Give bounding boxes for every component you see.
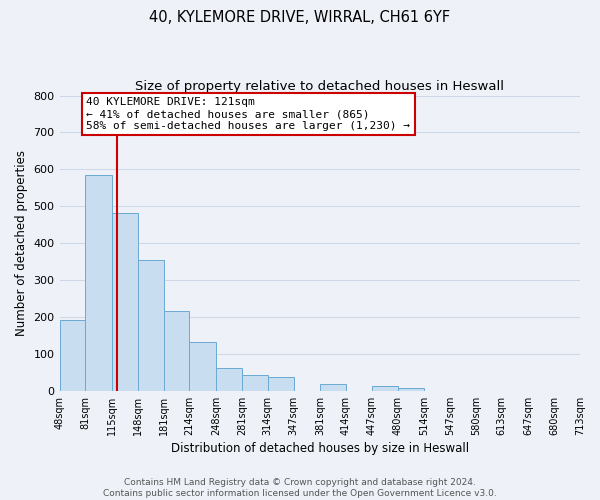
Bar: [59, 320, 85, 391]
Bar: [216, 368, 242, 391]
Text: Contains HM Land Registry data © Crown copyright and database right 2024.
Contai: Contains HM Land Registry data © Crown c…: [103, 478, 497, 498]
Bar: [268, 377, 293, 391]
Text: 40 KYLEMORE DRIVE: 121sqm
← 41% of detached houses are smaller (865)
58% of semi: 40 KYLEMORE DRIVE: 121sqm ← 41% of detac…: [86, 98, 410, 130]
Bar: [372, 386, 398, 391]
Bar: [164, 311, 190, 391]
Text: 40, KYLEMORE DRIVE, WIRRAL, CH61 6YF: 40, KYLEMORE DRIVE, WIRRAL, CH61 6YF: [149, 10, 451, 25]
Title: Size of property relative to detached houses in Heswall: Size of property relative to detached ho…: [135, 80, 504, 93]
Bar: [190, 342, 216, 391]
Bar: [398, 388, 424, 391]
Bar: [85, 174, 112, 391]
Bar: [112, 214, 138, 391]
Bar: [242, 374, 268, 391]
Bar: [138, 260, 164, 391]
X-axis label: Distribution of detached houses by size in Heswall: Distribution of detached houses by size …: [171, 442, 469, 455]
Y-axis label: Number of detached properties: Number of detached properties: [15, 150, 28, 336]
Bar: [320, 384, 346, 391]
